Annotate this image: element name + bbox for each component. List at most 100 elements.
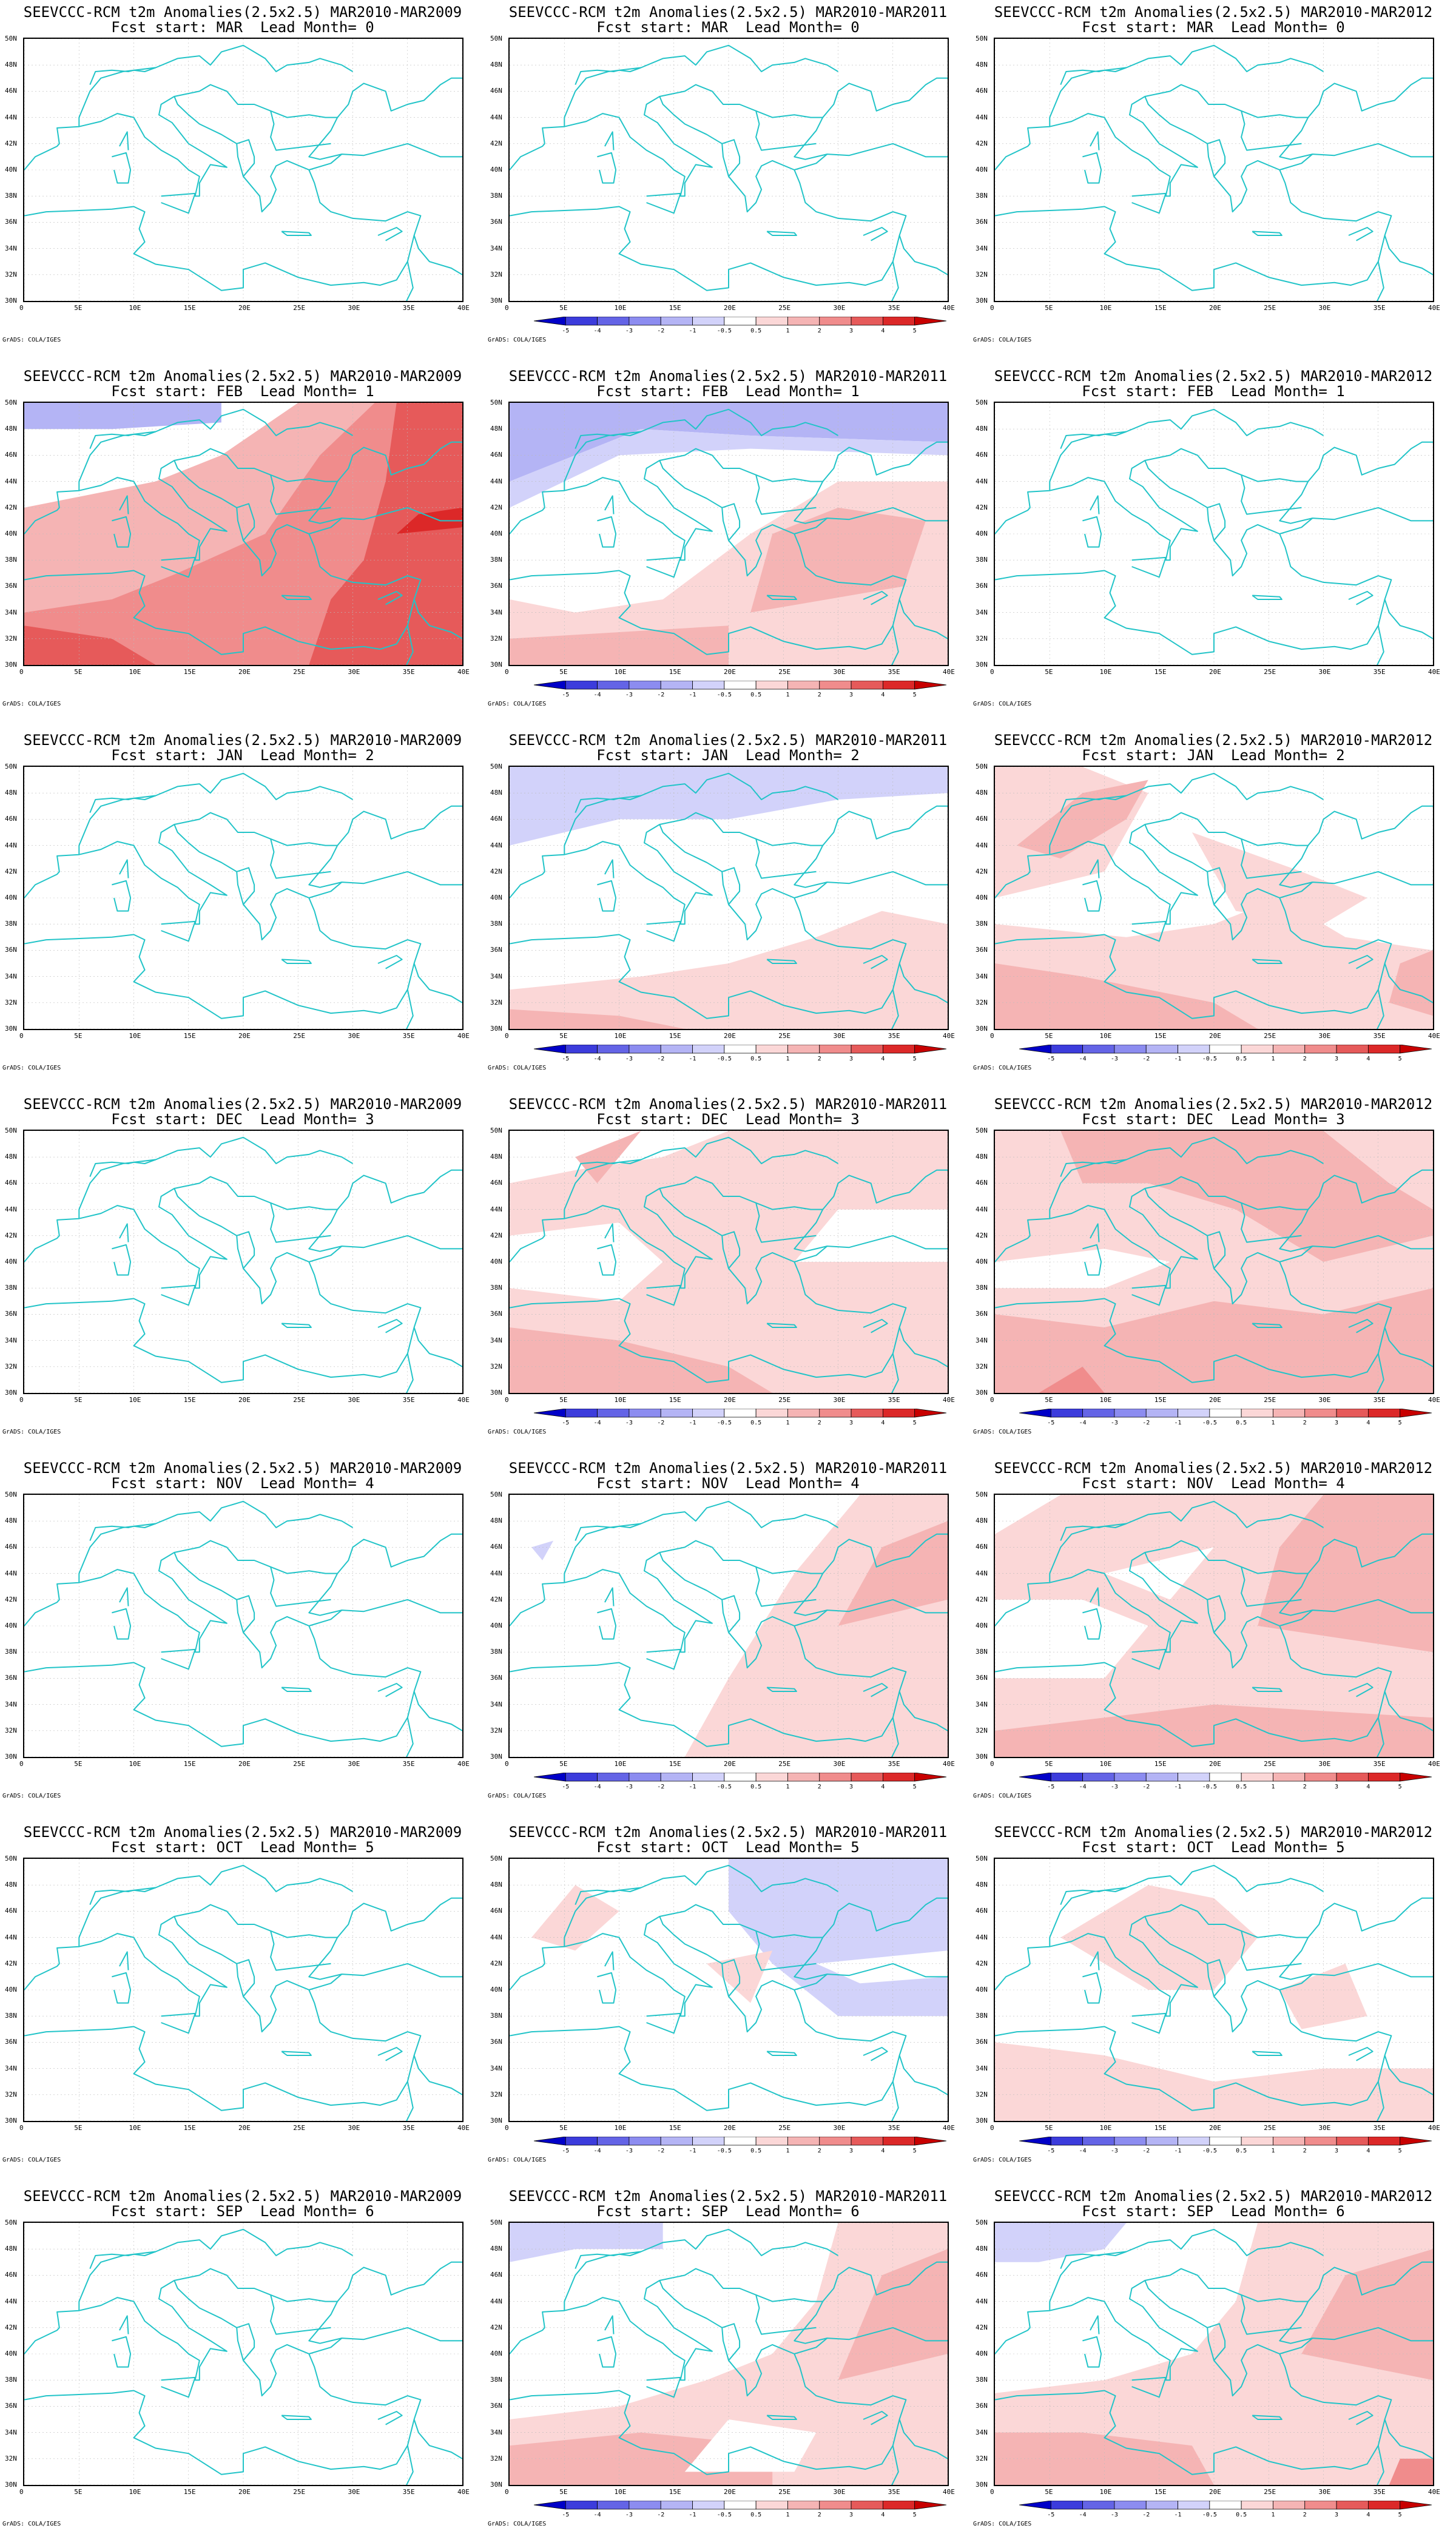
- map-area: [508, 2222, 949, 2486]
- coastline: [766, 595, 797, 600]
- panel-title: SEEVCCC-RCM t2m Anomalies(2.5x2.5) MAR20…: [994, 368, 1433, 385]
- legend-swatch: [692, 1044, 725, 1054]
- coastline: [406, 2445, 414, 2485]
- legend-svg: -5 -4 -3 -2 -1 -0.5 0.5 1 2 3 4 5: [1019, 2136, 1432, 2154]
- coastline: [646, 192, 681, 214]
- x-tick-label: 35E: [1373, 1760, 1386, 1768]
- legend-label: -3: [1111, 2512, 1118, 2518]
- legend-label: 2: [1303, 2512, 1307, 2518]
- coastline: [1348, 955, 1373, 969]
- y-tick-label: 48N: [5, 2245, 17, 2253]
- coastline: [604, 2315, 615, 2334]
- anomaly-region: [24, 403, 221, 430]
- coastline: [995, 1235, 1433, 1383]
- legend-swatch: [1273, 1408, 1306, 1418]
- coastline: [1049, 1864, 1324, 1947]
- legend-label: 3: [849, 692, 853, 698]
- coastline: [1384, 235, 1433, 275]
- y-tick-label: 34N: [5, 1336, 17, 1344]
- y-tick-label: 36N: [976, 218, 988, 226]
- legend-swatch: [882, 680, 915, 690]
- panel-subtitle: Fcst start: MAR Lead Month= 0: [1082, 19, 1345, 36]
- y-tick-label: 42N: [976, 503, 988, 511]
- coastline: [995, 824, 1280, 941]
- coastline: [377, 1683, 403, 1697]
- coastline: [891, 1717, 899, 1757]
- legend-swatch: [914, 2136, 947, 2146]
- legend-swatch: [533, 1408, 566, 1418]
- y-tick-label: 40N: [976, 530, 988, 538]
- y-tick-label: 50N: [490, 1127, 502, 1134]
- x-tick-label: 5E: [1045, 1760, 1053, 1768]
- legend-swatch: [914, 1044, 947, 1054]
- coastline: [406, 1717, 414, 1757]
- coastline: [24, 460, 309, 577]
- legend-label: -5: [562, 1420, 569, 1426]
- legend-label: -1: [1175, 2148, 1182, 2154]
- map-panel: SEEVCCC-RCM t2m Anomalies(2.5x2.5) MAR20…: [971, 1092, 1456, 1456]
- coastline: [1082, 2336, 1102, 2368]
- x-tick-label: 20E: [1209, 304, 1221, 312]
- legend-label: -3: [625, 2148, 633, 2154]
- x-tick-label: 30E: [1318, 2488, 1331, 2496]
- y-tick-label: 32N: [976, 1726, 988, 1734]
- legend-swatch: [1400, 1772, 1432, 1782]
- legend-swatch: [1367, 2500, 1401, 2510]
- y-tick-label: 48N: [490, 789, 502, 797]
- legend-swatch: [1145, 2136, 1178, 2146]
- legend-swatch: [755, 1408, 788, 1418]
- x-tick-label: 35E: [888, 304, 900, 312]
- panel-subtitle: Fcst start: FEB Lead Month= 1: [1082, 383, 1345, 400]
- y-tick-label: 34N: [976, 2064, 988, 2072]
- legend-label: 3: [849, 1420, 853, 1426]
- coastline: [236, 1595, 255, 1633]
- grads-credit: GrADS: COLA/IGES: [2, 1793, 61, 1799]
- y-tick-label: 48N: [490, 2245, 502, 2253]
- legend-swatch: [882, 2136, 915, 2146]
- x-tick-label: 15E: [669, 2124, 681, 2132]
- legend-swatch: [819, 680, 852, 690]
- panel-subtitle: Fcst start: MAR Lead Month= 0: [111, 19, 374, 36]
- coastline: [659, 1176, 817, 1243]
- coastline: [1241, 1202, 1309, 1210]
- panel-subtitle: Fcst start: JAN Lead Month= 2: [111, 747, 374, 764]
- map-svg: [24, 403, 462, 665]
- coastline: [1348, 1319, 1373, 1333]
- color-legend: -5 -4 -3 -2 -1 -0.5 0.5 1 2 3 4 5: [533, 680, 947, 698]
- legend-swatch: [819, 1408, 852, 1418]
- x-tick-label: 15E: [669, 1760, 681, 1768]
- coastline: [24, 871, 462, 1019]
- y-tick-label: 40N: [490, 2350, 502, 2358]
- coastline: [995, 1916, 1280, 2033]
- legend-label: 5: [913, 2148, 917, 2154]
- coastline: [891, 2445, 899, 2485]
- legend-label: 5: [1398, 1420, 1402, 1426]
- x-tick-label: 10E: [129, 1032, 141, 1040]
- y-tick-label: 46N: [490, 451, 502, 459]
- map-area: [994, 766, 1434, 1030]
- legend-swatch: [882, 1408, 915, 1418]
- coastline: [377, 1319, 403, 1333]
- panel-title: SEEVCCC-RCM t2m Anomalies(2.5x2.5) MAR20…: [994, 1460, 1433, 1477]
- legend-swatch: [1400, 1408, 1432, 1418]
- coastline: [659, 812, 817, 879]
- legend-swatch: [1145, 2500, 1178, 2510]
- map-svg: [510, 1131, 948, 1393]
- coastline: [1082, 1244, 1102, 1276]
- map-svg: [510, 1495, 948, 1757]
- coastline: [413, 599, 462, 639]
- legend-label: -1: [689, 1056, 696, 1062]
- coastline: [1060, 431, 1127, 449]
- y-tick-label: 42N: [490, 503, 502, 511]
- coastline: [281, 1323, 312, 1328]
- x-tick-label: 0: [505, 2488, 509, 2496]
- map-area: [508, 766, 949, 1030]
- coastline: [755, 838, 823, 846]
- map-panel: SEEVCCC-RCM t2m Anomalies(2.5x2.5) MAR20…: [971, 364, 1456, 728]
- legend-swatch: [565, 316, 598, 326]
- map-svg: [995, 403, 1433, 665]
- legend-swatch: [1209, 1408, 1242, 1418]
- coastline: [604, 1223, 615, 1242]
- coastline: [604, 1951, 615, 1970]
- coastline: [755, 1202, 823, 1210]
